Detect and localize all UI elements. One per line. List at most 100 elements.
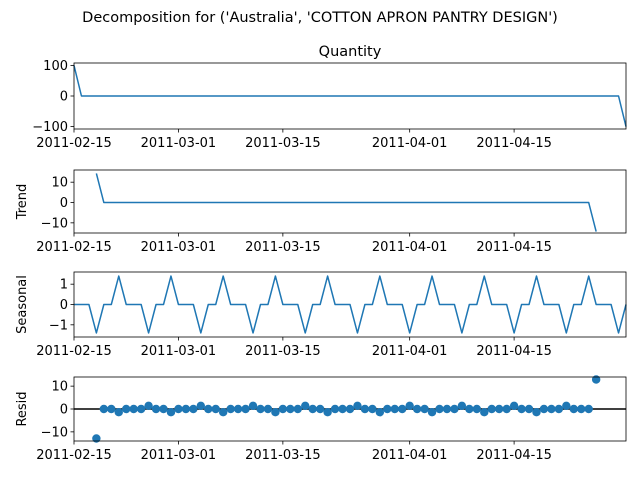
resid-point [465,404,474,414]
resid-point [129,404,138,414]
resid-point [241,404,250,414]
x-tick-label: 2011-03-15 [245,136,321,151]
resid-point [189,404,198,414]
x-tick-label: 2011-02-15 [36,136,112,151]
resid-point [524,404,534,414]
y-tick-label: 0 [60,196,68,211]
y-tick-label: −100 [32,120,68,135]
x-tick-label: 2011-03-15 [245,344,321,359]
resid-point [569,404,578,414]
x-tick-label: 2011-03-01 [141,344,217,359]
resid-point [405,401,414,410]
resid-point [338,404,347,414]
resid-point [99,404,109,414]
series-line-1 [73,65,627,127]
series-line-1 [74,275,627,334]
resid-point [315,404,325,414]
resid-point [353,401,362,410]
resid-point [92,434,101,443]
resid-point [263,404,273,414]
x-tick-label: 2011-04-15 [476,240,552,255]
resid-point [509,401,519,410]
x-tick-label: 2011-04-15 [476,344,552,359]
resid-point [584,404,593,414]
resid-point [256,404,265,414]
resid-point [293,404,302,414]
resid-point [472,404,482,414]
resid-point [502,404,511,414]
y-axis-label: Trend [15,184,30,221]
resid-point [427,408,437,417]
resid-point [591,375,601,384]
resid-point [286,404,295,414]
resid-point [539,404,549,414]
resid-point [547,404,556,414]
x-tick-label: 2011-03-15 [245,448,321,463]
resid-point [166,408,176,417]
resid-point [218,408,228,417]
y-axis-label: Resid [15,391,30,426]
x-tick-label: 2011-02-15 [36,344,112,359]
y-tick-label: −10 [41,216,68,231]
y-tick-label: −10 [41,425,68,440]
axes-frame [73,169,627,234]
y-tick-label: 1 [60,278,68,293]
resid-point [144,401,153,410]
resid-point [532,408,541,417]
resid-point [390,404,399,414]
resid-point [107,404,116,414]
y-tick-label: −1 [49,318,68,333]
series-line-1 [95,173,597,232]
resid-point [330,404,340,414]
resid-point [577,404,586,414]
resid-point [271,408,280,417]
y-tick-label: 0 [60,90,68,105]
resid-point [368,404,377,414]
resid-point [345,404,355,414]
resid-point [151,404,161,414]
y-axis-label: Seasonal [15,275,30,334]
resid-point [457,401,467,410]
resid-point [450,404,459,414]
x-tick-label: 2011-04-15 [476,448,552,463]
x-tick-label: 2011-03-01 [141,448,217,463]
resid-point [136,404,146,414]
resid-point [398,404,407,414]
resid-point [442,404,452,414]
resid-point [308,404,317,414]
panel-3: 1 0 −1 2011-02-15 2011-03-01 2011-03-15 2011-0… [15,271,627,359]
x-tick-label: 2011-02-15 [36,448,112,463]
resid-point [562,401,571,410]
resid-point [301,401,310,410]
x-tick-label: 2011-03-01 [141,136,217,151]
resid-point [487,404,496,414]
x-tick-label: 2011-04-15 [476,136,552,151]
panel-2: 10 0 −10 2011-02-15 2011-03-01 2011-03-15 2011… [15,169,627,255]
y-tick-label: 0 [60,403,68,418]
resid-point [204,404,213,414]
resid-point [159,404,168,414]
resid-point [114,408,123,417]
x-tick-label: 2011-04-01 [372,448,448,463]
resid-point [383,404,392,414]
resid-point [554,404,564,414]
resid-point [226,404,235,414]
resid-point [517,404,526,414]
panel-title: Quantity [319,44,382,60]
resid-point [480,408,489,417]
resid-point [323,408,332,417]
resid-point [174,404,183,414]
y-tick-label: 100 [43,59,68,74]
panel-4: 10 0 −10 2011-02-15 2011-03-01 2011-03-15 2011… [15,375,627,463]
y-tick-label: 10 [51,176,68,191]
y-tick-label: 10 [51,380,68,395]
resid-point [122,404,131,414]
x-tick-label: 2011-04-01 [372,344,448,359]
y-tick-label: 0 [60,298,68,313]
x-tick-label: 2011-04-01 [372,136,448,151]
x-tick-label: 2011-03-15 [245,240,321,255]
resid-point [248,401,258,410]
figure-title: Decomposition for ('Australia', 'COTTON … [82,10,558,26]
